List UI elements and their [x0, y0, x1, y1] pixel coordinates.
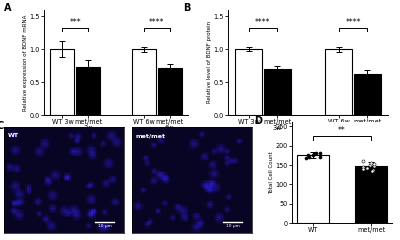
Text: **: ** — [338, 126, 346, 135]
Point — [313, 151, 320, 155]
Y-axis label: Total Cell Count: Total Cell Count — [269, 151, 274, 194]
Y-axis label: Relative level of BDNF protein: Relative level of BDNF protein — [207, 21, 212, 103]
Text: C: C — [0, 121, 4, 131]
Bar — [235, 49, 262, 115]
Bar — [354, 74, 381, 115]
Bar — [76, 67, 100, 115]
Point — [364, 166, 371, 170]
Text: ****: **** — [255, 18, 271, 27]
Text: WT: WT — [7, 133, 18, 138]
Point — [310, 152, 317, 156]
Text: ***: *** — [70, 18, 81, 27]
Point — [371, 162, 378, 166]
Bar — [296, 155, 329, 223]
Text: 10 μm: 10 μm — [226, 224, 240, 228]
Y-axis label: Relative expression of BDNF mRNA: Relative expression of BDNF mRNA — [23, 14, 28, 111]
Bar — [132, 49, 156, 115]
Point — [316, 155, 323, 158]
Bar — [50, 49, 74, 115]
Text: ****: **** — [345, 18, 361, 27]
Text: ****: **** — [149, 18, 164, 27]
Text: A: A — [4, 3, 11, 13]
Point — [367, 161, 374, 165]
Point — [310, 153, 316, 157]
Point — [371, 164, 377, 168]
Point — [306, 155, 312, 159]
Text: D: D — [254, 116, 262, 126]
Text: B: B — [183, 3, 190, 13]
Point — [303, 156, 309, 160]
Point — [370, 168, 376, 172]
Point — [304, 153, 311, 157]
Text: 10 μm: 10 μm — [98, 224, 112, 228]
Point — [360, 159, 366, 163]
Bar — [355, 166, 388, 223]
Bar — [326, 49, 352, 115]
Point — [360, 167, 366, 171]
Point — [369, 169, 376, 173]
Bar — [158, 68, 182, 115]
Point — [316, 151, 323, 155]
Point — [367, 163, 374, 167]
Point — [360, 165, 367, 169]
Bar — [264, 69, 290, 115]
Text: met/met: met/met — [135, 133, 165, 138]
